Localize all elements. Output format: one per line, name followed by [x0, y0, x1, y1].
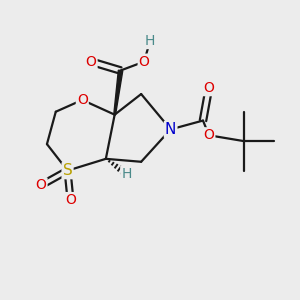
Text: H: H	[121, 167, 132, 181]
Text: O: O	[36, 178, 46, 192]
Text: O: O	[203, 81, 214, 95]
Text: O: O	[77, 93, 88, 107]
Text: O: O	[203, 128, 214, 142]
Text: O: O	[65, 193, 76, 207]
Text: H: H	[145, 34, 155, 48]
Polygon shape	[114, 70, 123, 115]
Text: O: O	[86, 55, 97, 69]
Text: S: S	[63, 163, 72, 178]
Text: N: N	[165, 122, 176, 137]
Text: O: O	[139, 55, 149, 69]
